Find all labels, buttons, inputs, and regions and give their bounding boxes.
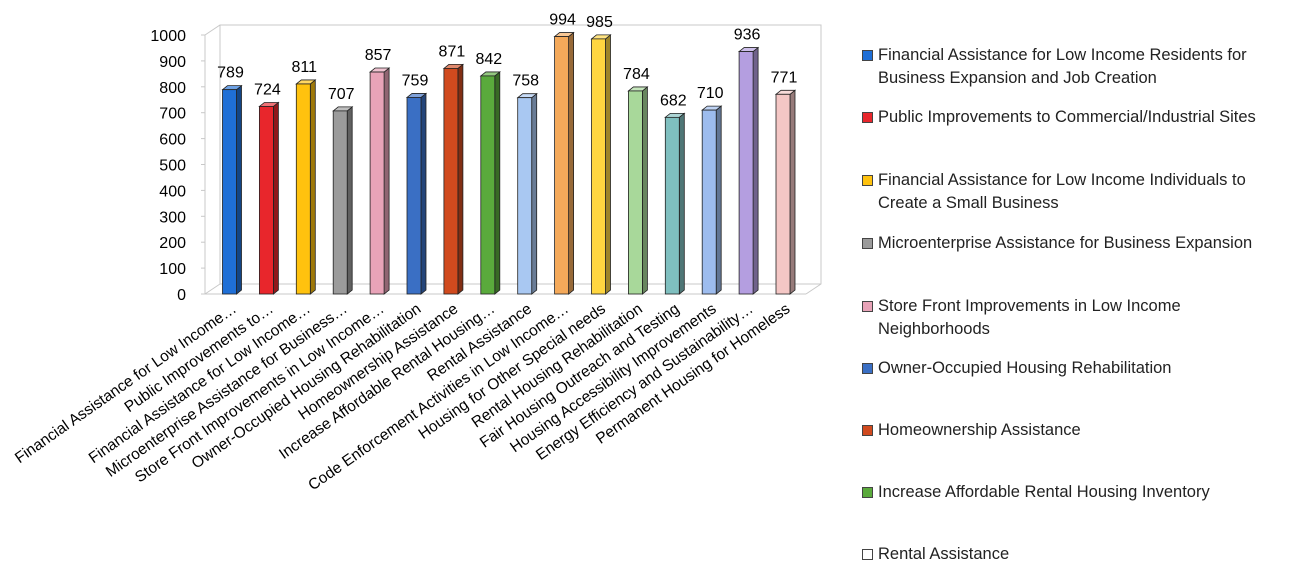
legend-item: Owner-Occupied Housing Rehabilitation bbox=[862, 357, 1287, 380]
y-tick-label: 300 bbox=[159, 209, 186, 226]
bar-side bbox=[605, 34, 611, 295]
bar bbox=[332, 110, 348, 295]
data-label: 758 bbox=[512, 73, 539, 90]
bar-side bbox=[531, 92, 538, 295]
bar-side bbox=[236, 84, 242, 295]
legend-label: Owner-Occupied Housing Rehabilitation bbox=[878, 359, 1172, 377]
bar bbox=[258, 106, 274, 295]
legend-swatch bbox=[862, 112, 873, 123]
y-tick-label: 200 bbox=[159, 235, 186, 252]
bar-side bbox=[346, 106, 353, 295]
bar bbox=[443, 68, 459, 295]
y-tick-label: 500 bbox=[159, 158, 186, 175]
data-label: 842 bbox=[475, 51, 502, 68]
bar bbox=[554, 36, 569, 295]
data-label: 771 bbox=[771, 69, 798, 86]
data-label: 724 bbox=[254, 81, 281, 98]
bar-side bbox=[715, 105, 722, 295]
bar bbox=[591, 38, 606, 295]
legend-item: Public Improvements to Commercial/Indust… bbox=[862, 106, 1287, 129]
data-label: 710 bbox=[697, 85, 724, 102]
bar-side bbox=[678, 112, 685, 295]
legend-item: Financial Assistance for Low Income Resi… bbox=[862, 44, 1287, 90]
legend-label: Financial Assistance for Low Income Resi… bbox=[878, 46, 1247, 87]
legend-label: Rental Assistance bbox=[878, 545, 1010, 563]
data-label: 789 bbox=[217, 65, 244, 82]
bar bbox=[406, 97, 422, 295]
legend-swatch bbox=[862, 301, 873, 312]
bar-side bbox=[457, 63, 464, 295]
data-label: 811 bbox=[292, 59, 318, 76]
legend-swatch bbox=[862, 425, 873, 436]
legend-label: Microenterprise Assistance for Business … bbox=[878, 234, 1253, 252]
data-label: 759 bbox=[402, 72, 429, 89]
axis-back-wall bbox=[204, 24, 822, 295]
bar-side bbox=[383, 67, 390, 295]
data-label: 985 bbox=[586, 14, 613, 31]
y-tick-label: 0 bbox=[177, 287, 186, 304]
bar-side bbox=[420, 92, 427, 295]
data-label: 682 bbox=[660, 92, 687, 109]
data-label: 871 bbox=[439, 43, 466, 60]
bar-side bbox=[752, 46, 759, 295]
bar bbox=[369, 71, 385, 295]
y-tick-label: 800 bbox=[159, 80, 186, 97]
bar bbox=[295, 83, 311, 295]
bar-side bbox=[494, 71, 501, 295]
data-label: 784 bbox=[623, 66, 650, 83]
legend-label: Financial Assistance for Low Income Indi… bbox=[878, 171, 1246, 212]
y-tick-label: 1000 bbox=[150, 28, 186, 45]
bar bbox=[628, 90, 643, 295]
legend-item: Homeownership Assistance bbox=[862, 419, 1287, 442]
bar-side bbox=[789, 89, 796, 295]
legend-swatch bbox=[862, 175, 873, 186]
legend-swatch bbox=[862, 549, 873, 560]
legend-label: Public Improvements to Commercial/Indust… bbox=[878, 108, 1256, 126]
data-label: 857 bbox=[365, 47, 392, 64]
bar-side bbox=[568, 31, 574, 295]
axis-floor-depth bbox=[204, 283, 221, 295]
bar bbox=[775, 93, 791, 295]
legend-swatch bbox=[862, 238, 873, 249]
bar-side bbox=[309, 79, 316, 295]
y-tick-label: 400 bbox=[159, 183, 186, 200]
bar bbox=[664, 116, 680, 295]
y-tick-label: 600 bbox=[159, 132, 186, 149]
legend-swatch bbox=[862, 363, 873, 374]
y-tick-label: 700 bbox=[159, 106, 186, 123]
bar bbox=[517, 97, 533, 295]
legend-label: Increase Affordable Rental Housing Inven… bbox=[878, 483, 1210, 501]
legend-item: Rental Assistance bbox=[862, 543, 1287, 566]
bar bbox=[480, 75, 496, 295]
legend-swatch bbox=[862, 487, 873, 498]
legend-swatch bbox=[862, 50, 873, 61]
bar-side bbox=[642, 86, 648, 295]
legend-item: Increase Affordable Rental Housing Inven… bbox=[862, 481, 1287, 504]
data-label: 707 bbox=[328, 86, 355, 103]
legend-label: Store Front Improvements in Low Income N… bbox=[878, 297, 1181, 338]
data-label: 936 bbox=[734, 27, 761, 44]
legend-label: Homeownership Assistance bbox=[878, 421, 1081, 439]
bar bbox=[738, 51, 754, 295]
y-tick-label: 900 bbox=[159, 54, 186, 71]
data-label: 994 bbox=[549, 12, 576, 29]
legend-item: Store Front Improvements in Low Income N… bbox=[862, 295, 1287, 341]
bar bbox=[701, 109, 717, 295]
y-tick-label: 100 bbox=[159, 261, 186, 278]
bar bbox=[222, 89, 237, 295]
bar-side bbox=[272, 101, 279, 295]
legend-item: Financial Assistance for Low Income Indi… bbox=[862, 169, 1287, 215]
legend-item: Microenterprise Assistance for Business … bbox=[862, 232, 1287, 255]
